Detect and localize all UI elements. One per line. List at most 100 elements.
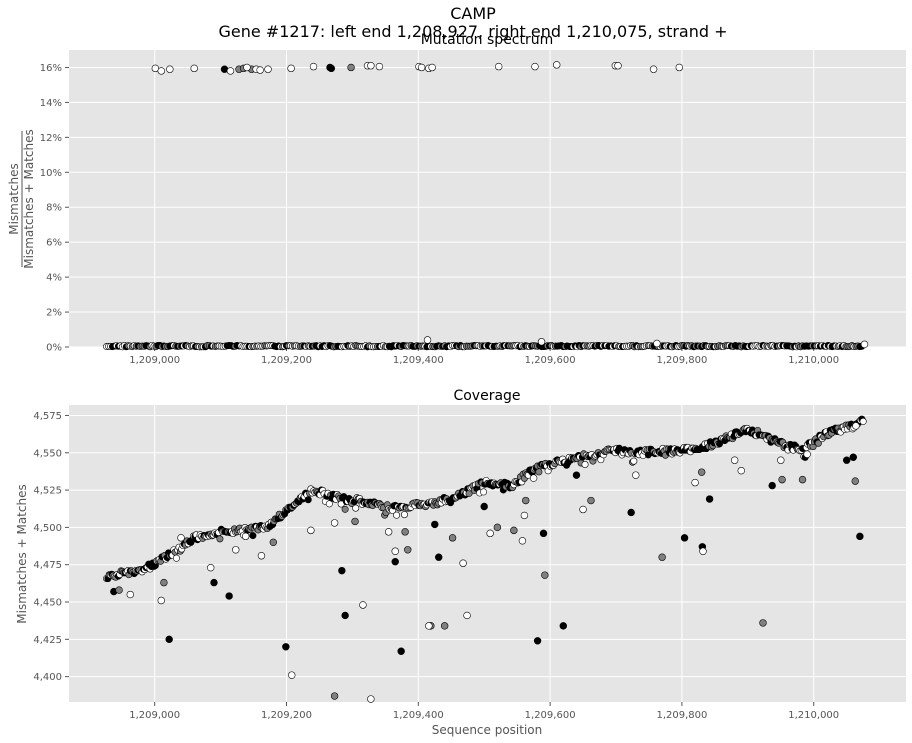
coverage-white-point (126, 590, 134, 599)
coverage-gray-point (493, 523, 502, 532)
mutation-white-point (226, 67, 235, 75)
coverage-gray-point (851, 477, 859, 485)
coverage-black-point (225, 592, 233, 600)
mutation-white-point (166, 65, 174, 73)
suptitle-line1: CAMP (450, 4, 496, 23)
coverage-white-point (520, 511, 529, 520)
mutation-gray-point (347, 63, 355, 72)
ylabel-numerator: Mismatches (7, 163, 21, 235)
coverage-white-point (737, 466, 745, 475)
mutation-white-point (423, 336, 432, 344)
coverage-black-point (539, 529, 548, 538)
mutation-white-point (531, 62, 539, 71)
mutation-white-point (309, 62, 318, 71)
mutation-ytick-label: 6% (46, 238, 62, 249)
mutation-white-point (537, 338, 546, 346)
mutation-white-point (675, 63, 683, 72)
coverage-gray-point (697, 468, 706, 476)
coverage-trend-point (535, 468, 543, 476)
coverage-trend-point (393, 511, 401, 519)
coverage-white-point (459, 559, 467, 567)
coverage-white-point (359, 601, 367, 609)
mutation-spectrum-ticks: 1,209,000 1,209,200 1,209,400 1,209,600 1,20… (40, 63, 839, 366)
coverage-gray-point (351, 517, 359, 526)
coverage-xtick-label: 1,209,600 (525, 710, 576, 721)
suptitle-line2: Gene #1217: left end 1,208,927, right en… (218, 22, 727, 41)
coverage-gray-point (541, 571, 549, 579)
coverage-trend-point (341, 505, 349, 513)
mutation-spectrum-ylabel: Mismatches Mismatches + Matches (7, 129, 36, 268)
coverage-white-point (425, 622, 433, 630)
coverage-black-point (559, 622, 567, 630)
mutation-white-point (367, 62, 375, 70)
mutation-xtick-label: 1,210,000 (788, 355, 839, 366)
coverage-gray-point (658, 553, 666, 561)
mutation-ytick-label: 2% (46, 308, 62, 319)
mutation-spectrum-title: Mutation spectrum (421, 32, 554, 48)
coverage-gray-point (401, 528, 409, 536)
coverage-gray-point (448, 534, 457, 542)
ylabel-denominator: Mismatches + Matches (22, 129, 36, 268)
coverage-black-point (282, 643, 290, 651)
coverage-white-point (852, 422, 860, 430)
coverage-white-point (391, 547, 399, 555)
mutation-spectrum-grid (69, 50, 906, 348)
mutation-white-point (287, 64, 295, 73)
coverage-white-point (288, 671, 296, 679)
coverage-gray-point (778, 475, 786, 484)
coverage-xtick-label: 1,209,800 (656, 710, 707, 721)
coverage-black-point (341, 611, 349, 620)
coverage-white-point (803, 450, 811, 458)
mutation-white-point (375, 62, 384, 71)
coverage-white-point (777, 456, 785, 464)
coverage-gray-point (522, 496, 530, 505)
coverage-xtick-label: 1,209,200 (261, 710, 312, 721)
coverage-black-point (397, 647, 405, 655)
coverage-white-point (367, 695, 375, 703)
mutation-ytick-label: 16% (40, 63, 62, 74)
coverage-title: Coverage (453, 388, 520, 404)
coverage-white-point (384, 528, 393, 536)
coverage-gray-point (330, 692, 339, 700)
coverage-xtick-label: 1,209,400 (393, 710, 444, 721)
coverage-white-point (207, 563, 215, 572)
mutation-white-point (243, 63, 251, 72)
coverage-white-point (157, 596, 165, 605)
coverage-white-point (330, 519, 339, 527)
coverage-black-point (391, 558, 399, 566)
coverage-ytick-label: 4,475 (33, 560, 62, 571)
coverage-black-point (480, 502, 488, 511)
mutation-white-point (552, 61, 561, 69)
coverage-ytick-label: 4,500 (33, 523, 62, 534)
mutation-ytick-label: 0% (46, 343, 62, 354)
coverage-points (103, 415, 867, 703)
coverage-ytick-label: 4,575 (33, 411, 62, 422)
mutation-white-point (653, 339, 661, 348)
coverage-ytick-label: 4,425 (33, 635, 62, 646)
coverage-xtick-label: 1,209,000 (129, 710, 180, 721)
coverage-gray-point (115, 586, 123, 594)
coverage-white-point (518, 537, 527, 545)
coverage-black-point (856, 532, 864, 541)
coverage-gray-point (759, 619, 767, 627)
mutation-white-point (649, 65, 658, 73)
coverage-trend-point (249, 532, 257, 540)
coverage-black-point (533, 637, 542, 645)
mutation-spectrum-plot-area (69, 50, 906, 347)
mutation-white-point (428, 63, 436, 72)
coverage-white-point (699, 547, 707, 555)
coverage-black-point (705, 495, 714, 503)
coverage-grid (69, 405, 906, 702)
mutation-ytick-label: 14% (40, 98, 62, 109)
coverage-black-point (431, 520, 439, 529)
mutation-white-point (190, 64, 198, 73)
coverage-white-point (232, 546, 240, 554)
mutation-white-point (614, 62, 622, 70)
mutation-xtick-label: 1,209,400 (393, 355, 444, 366)
mutation-ytick-label: 4% (46, 273, 62, 284)
mutation-ytick-label: 8% (46, 203, 62, 214)
coverage-gray-point (510, 526, 518, 535)
coverage-trend-point (814, 439, 822, 447)
coverage-trend-point (352, 504, 360, 512)
mutation-xtick-label: 1,209,800 (656, 355, 707, 366)
